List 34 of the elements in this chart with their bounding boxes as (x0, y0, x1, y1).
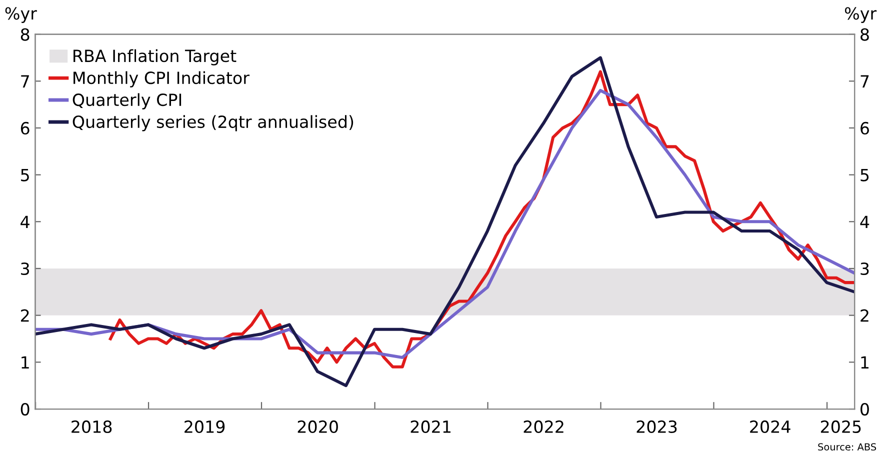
y2-tick-label: 8 (860, 28, 869, 41)
y2-tick-label: 7 (860, 75, 869, 88)
x-tick-label: 2021 (410, 420, 450, 434)
y2-tick-label: 0 (860, 402, 869, 416)
x-tick-label: 2024 (750, 420, 790, 434)
y-tick-label: 4 (20, 216, 30, 228)
y-tick-label: 2 (20, 309, 29, 322)
legend-label: Quarterly CPI (72, 93, 182, 110)
legend-label: Monthly CPI Indicator (74, 71, 250, 88)
line-series (35, 88, 855, 360)
source-note: Source: ABS (818, 443, 876, 451)
y-tick-label: 0 (20, 402, 30, 416)
y-tick-label: 6 (20, 122, 30, 135)
y2-tick-label: 2 (860, 309, 868, 322)
y2-tick-label: 1 (861, 356, 868, 369)
y-tick-label: 8 (20, 28, 30, 41)
y-tick-label: 5 (21, 168, 29, 182)
x-tick-label: 2019 (184, 420, 225, 434)
y2-tick-label: 5 (860, 168, 869, 182)
legend-label: Quarterly series (2qtr annualised) (72, 115, 354, 132)
y2-tick-label: 3 (860, 262, 869, 276)
x-tick-label: 2023 (636, 420, 677, 434)
y2-axis-title: %yr (844, 7, 877, 23)
x-tick-label: 2022 (524, 420, 564, 434)
y2-tick-label: 6 (860, 122, 869, 135)
y-tick-label: 1 (22, 356, 29, 369)
x-tick-label: 2025 (820, 420, 861, 434)
y2-tick-label: 4 (860, 216, 870, 228)
x-tick-label: 2020 (298, 420, 338, 434)
x-tick-label: 2018 (72, 420, 112, 434)
legend-label: RBA Inflation Target (74, 49, 236, 66)
y-tick-label: 7 (21, 75, 29, 88)
y-axis-title: %yr (5, 7, 37, 23)
y-tick-label: 3 (21, 262, 30, 276)
